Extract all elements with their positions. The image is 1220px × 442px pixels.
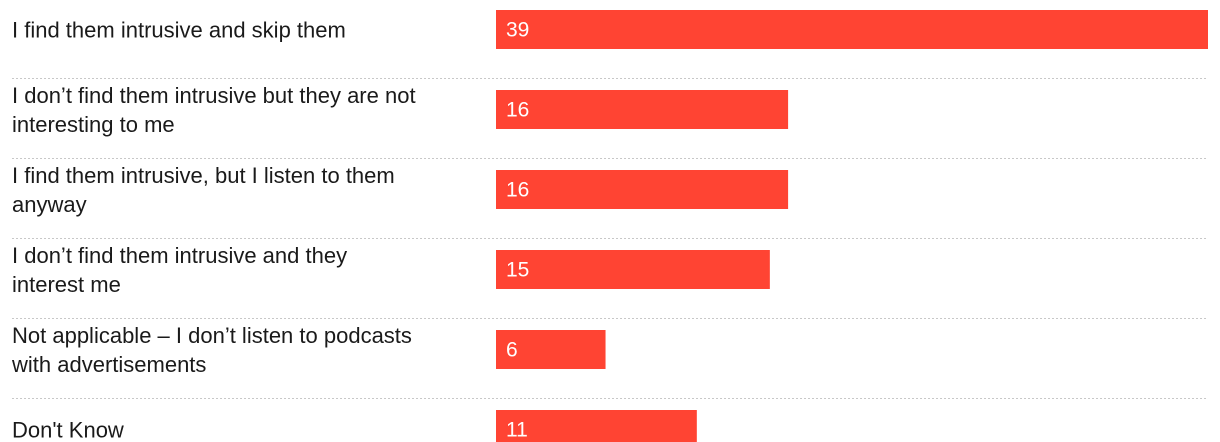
bar-value-label: 15: [506, 259, 529, 282]
bar-value-label: 6: [506, 339, 518, 362]
bar-value-label: 16: [506, 99, 529, 122]
bar-value-label: 11: [506, 419, 528, 442]
category-label: I don’t find them intrusive but they are…: [12, 83, 416, 108]
category-label: I find them intrusive and skip them: [12, 18, 346, 43]
category-label: I don’t find them intrusive and they: [12, 243, 347, 268]
category-label: Not applicable – I don’t listen to podca…: [12, 323, 412, 348]
bar: [496, 410, 697, 442]
category-label: Don't Know: [12, 418, 124, 442]
category-label: I find them intrusive, but I listen to t…: [12, 163, 395, 188]
category-label: interesting to me: [12, 112, 175, 137]
category-label: with advertisements: [11, 352, 206, 377]
bar: [496, 330, 606, 369]
bar-value-label: 39: [506, 19, 529, 42]
bar: [496, 90, 789, 129]
bar: [496, 250, 770, 289]
category-label: interest me: [12, 272, 121, 297]
bar: [496, 10, 1208, 49]
bar: [496, 170, 789, 209]
chart-rows: 39 I find them intrusive and skip them 16 I…: [11, 10, 1208, 442]
category-label: anyway: [12, 192, 87, 217]
bar-value-label: 16: [506, 179, 529, 202]
